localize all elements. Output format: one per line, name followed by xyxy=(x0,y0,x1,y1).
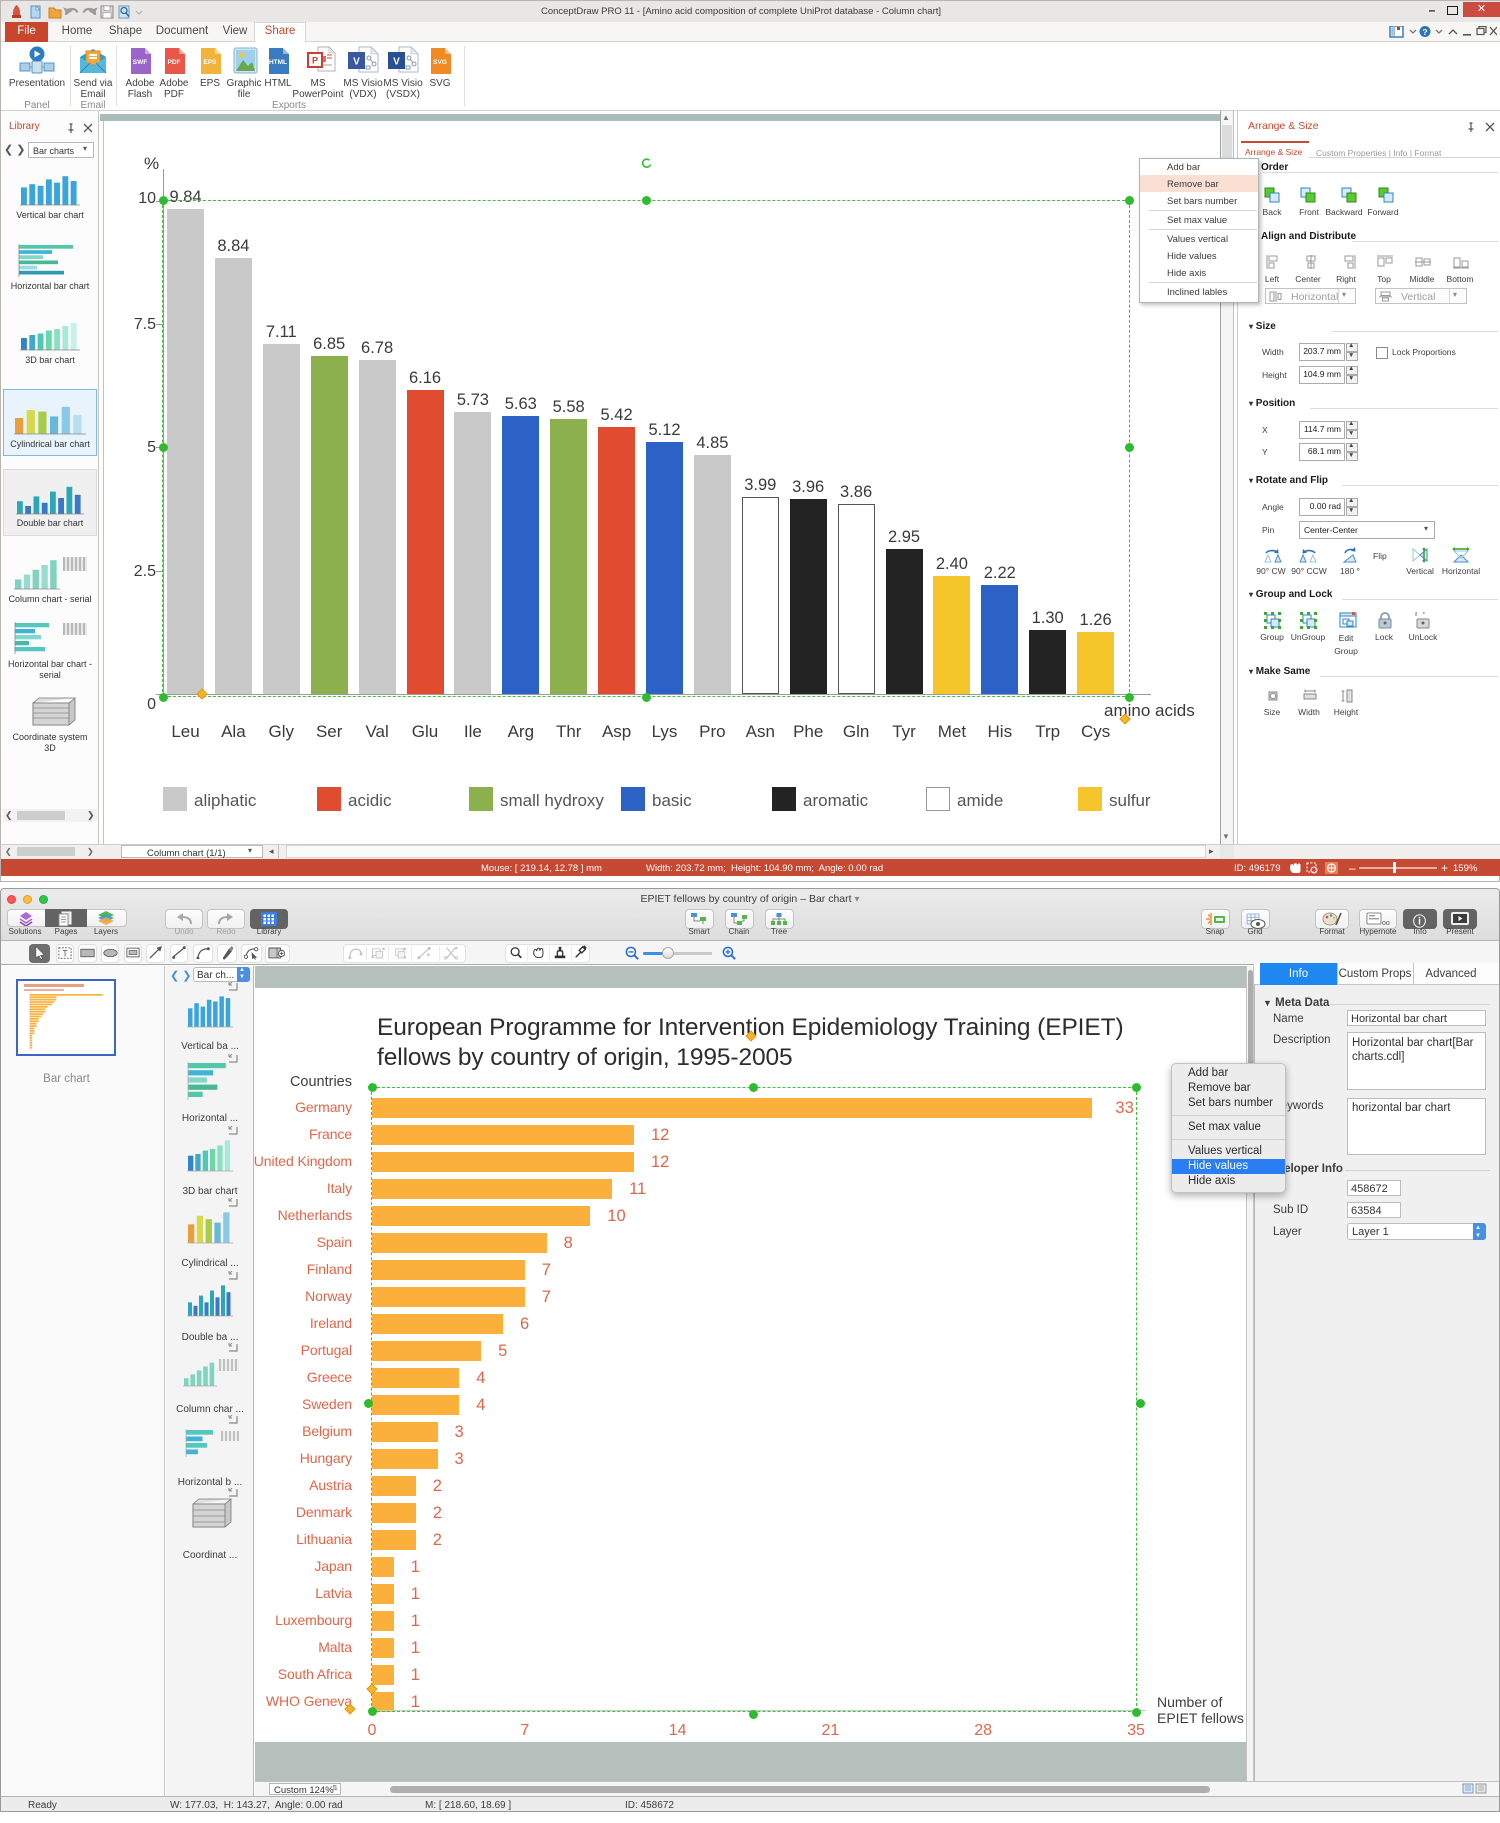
svg-text:?: ? xyxy=(1422,27,1427,37)
svg-text:V: V xyxy=(353,57,360,68)
svg-text:T: T xyxy=(62,949,68,959)
svg-text:PDF: PDF xyxy=(168,59,181,66)
svg-text:SWF: SWF xyxy=(133,59,147,66)
svg-text:SVG: SVG xyxy=(433,59,447,66)
svg-text:HTML: HTML xyxy=(269,59,287,66)
svg-text:EPS: EPS xyxy=(203,59,217,66)
svg-text:oo: oo xyxy=(1382,920,1390,926)
svg-text:V: V xyxy=(393,57,400,68)
svg-text:P: P xyxy=(312,56,318,66)
